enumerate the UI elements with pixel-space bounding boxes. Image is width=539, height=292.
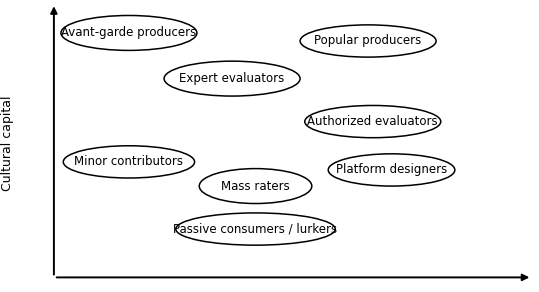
Ellipse shape xyxy=(164,61,300,96)
Text: Platform designers: Platform designers xyxy=(336,164,447,176)
Text: Cultural capital: Cultural capital xyxy=(1,95,13,191)
Ellipse shape xyxy=(176,213,335,245)
Ellipse shape xyxy=(61,15,197,51)
Text: Mass raters: Mass raters xyxy=(221,180,290,192)
Ellipse shape xyxy=(300,25,436,57)
Text: Popular producers: Popular producers xyxy=(314,34,421,48)
Text: Expert evaluators: Expert evaluators xyxy=(179,72,285,85)
Text: Passive consumers / lurkers: Passive consumers / lurkers xyxy=(174,223,337,236)
Text: Authorized evaluators: Authorized evaluators xyxy=(307,115,438,128)
Ellipse shape xyxy=(305,105,441,138)
Ellipse shape xyxy=(328,154,455,186)
Text: Minor contributors: Minor contributors xyxy=(74,155,183,168)
Ellipse shape xyxy=(63,146,195,178)
Ellipse shape xyxy=(199,168,312,204)
Text: Avant-garde producers: Avant-garde producers xyxy=(61,27,197,39)
